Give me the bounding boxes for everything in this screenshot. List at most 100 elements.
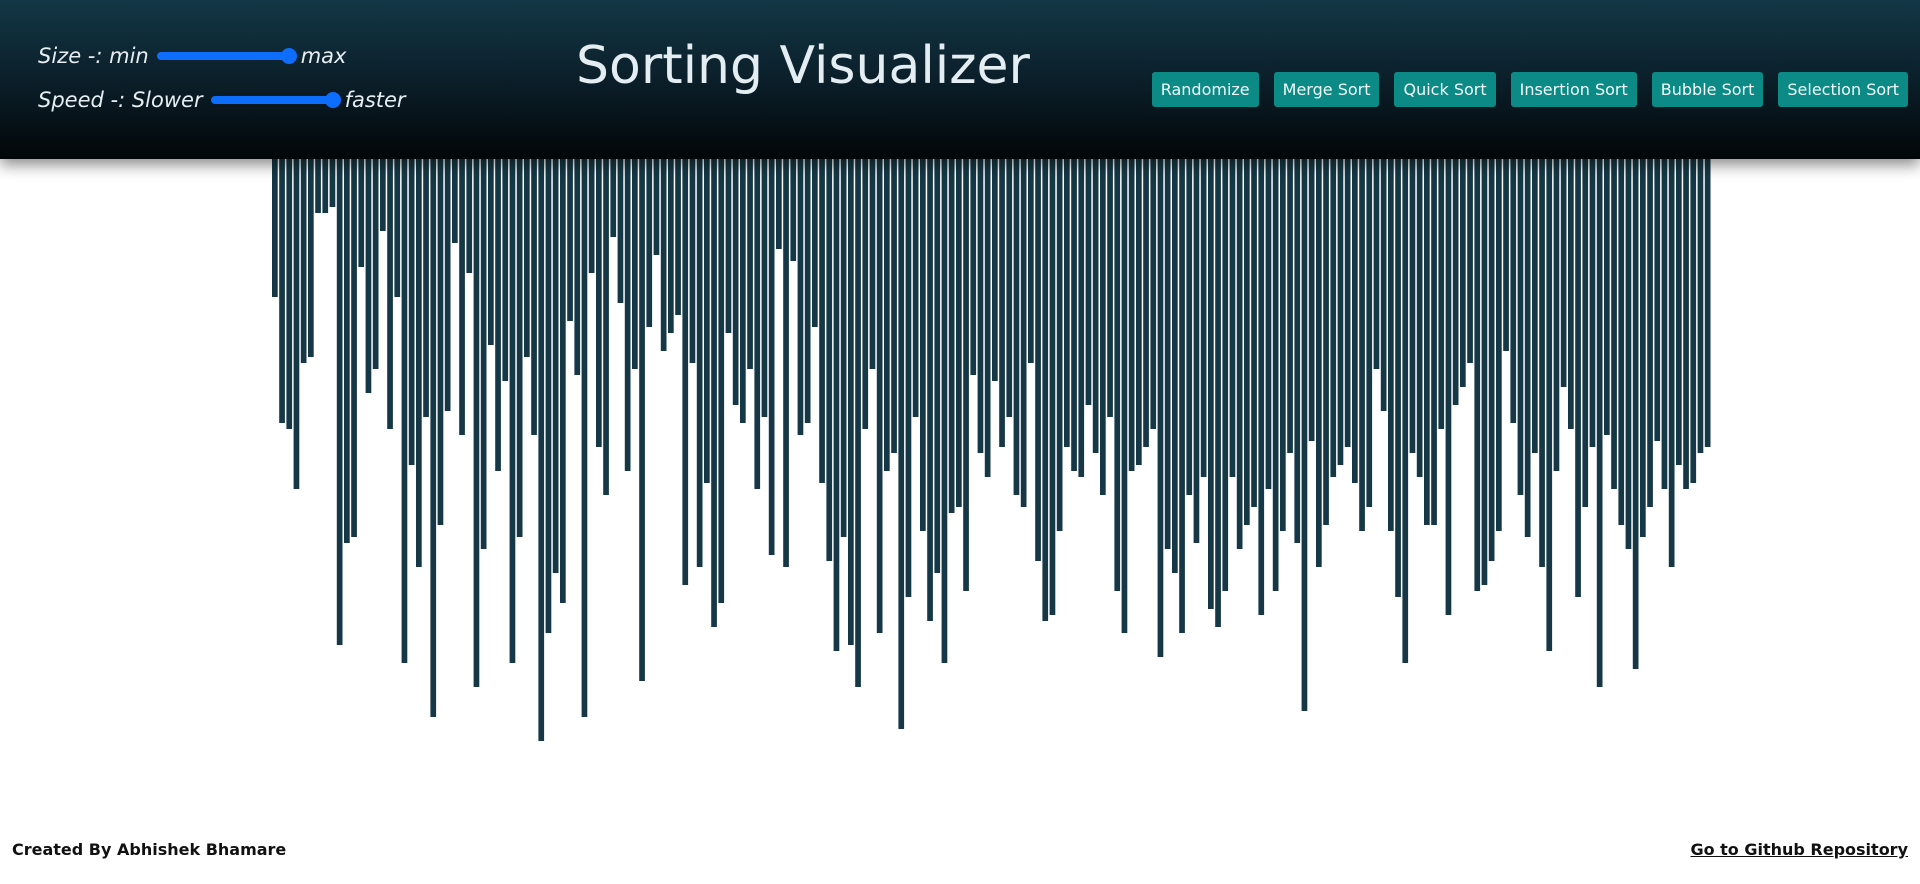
array-bar — [1438, 159, 1445, 429]
array-bar — [1373, 159, 1380, 369]
array-bar — [653, 159, 660, 255]
array-bar — [1006, 159, 1013, 417]
array-bar — [668, 159, 674, 333]
array-bar — [970, 159, 977, 375]
array-bar — [1503, 159, 1509, 351]
array-bar — [1179, 159, 1185, 633]
array-bar — [912, 159, 919, 417]
size-slider[interactable] — [156, 48, 297, 64]
array-bar — [1157, 159, 1164, 657]
array-bar — [718, 159, 725, 603]
credit-text: Created By Abhishek Bhamare — [12, 840, 287, 859]
array-bar — [444, 159, 451, 411]
array-bar — [531, 159, 537, 435]
array-bar — [502, 159, 509, 381]
array-bar — [365, 159, 372, 393]
selection-sort-button[interactable]: Selection Sort — [1778, 72, 1908, 107]
array-bar — [1301, 159, 1308, 711]
array-bar — [1532, 159, 1538, 453]
array-bar — [1625, 159, 1632, 549]
array-bar — [1042, 159, 1049, 621]
speed-slider[interactable] — [210, 92, 341, 108]
array-bar — [372, 159, 379, 369]
array-bar — [1287, 159, 1293, 453]
array-bar — [977, 159, 984, 453]
array-bar — [1251, 159, 1257, 507]
array-bar — [581, 159, 588, 717]
array-bar — [408, 159, 415, 465]
array-bar — [1366, 159, 1373, 507]
array-bar — [1172, 159, 1178, 573]
speed-slider-thumb[interactable] — [324, 92, 341, 108]
array-bar — [934, 159, 941, 573]
array-bar — [1402, 159, 1409, 663]
array-bar — [812, 159, 818, 327]
array-bar — [1618, 159, 1625, 525]
size-slider-thumb[interactable] — [280, 48, 297, 64]
array-bar — [401, 159, 408, 663]
quick-sort-button[interactable]: Quick Sort — [1394, 72, 1496, 107]
array-bar — [437, 159, 444, 525]
array-bar — [1164, 159, 1171, 549]
array-bar — [1308, 159, 1315, 441]
array-bar — [1323, 159, 1329, 525]
array-bar — [1114, 159, 1121, 591]
algorithm-buttons: Randomize Merge Sort Quick Sort Insertio… — [1151, 72, 1908, 107]
array-bar — [963, 159, 969, 591]
github-repo-link[interactable]: Go to Github Repository — [1690, 840, 1908, 859]
array-bar — [567, 159, 573, 321]
array-bar — [480, 159, 487, 549]
array-bar — [740, 159, 746, 423]
array-bar — [840, 159, 847, 537]
randomize-button[interactable]: Randomize — [1151, 72, 1259, 107]
array-bar — [1474, 159, 1481, 591]
array-bar — [1200, 159, 1207, 477]
array-bar — [1640, 159, 1646, 537]
array-bar — [1229, 159, 1236, 477]
array-bar — [1589, 159, 1596, 447]
array-bar — [1611, 159, 1617, 489]
array-bar — [416, 159, 422, 567]
array-bar — [459, 159, 465, 435]
array-bar — [1316, 159, 1322, 567]
array-bar — [848, 159, 854, 645]
bar-array — [272, 159, 1712, 759]
array-bar — [588, 159, 595, 273]
array-bar — [1193, 159, 1200, 543]
array-bar — [358, 159, 365, 267]
array-bar — [1481, 159, 1488, 585]
array-bar — [574, 159, 581, 375]
array-bar — [1035, 159, 1041, 561]
array-bar — [624, 159, 631, 471]
array-bar — [300, 159, 307, 363]
array-bar — [1064, 159, 1070, 447]
merge-sort-button[interactable]: Merge Sort — [1273, 72, 1380, 107]
array-bar — [1244, 159, 1250, 525]
array-bar — [1258, 159, 1265, 615]
insertion-sort-button[interactable]: Insertion Sort — [1510, 72, 1637, 107]
array-bar — [1546, 159, 1553, 651]
bubble-sort-button[interactable]: Bubble Sort — [1651, 72, 1764, 107]
array-bar — [473, 159, 480, 687]
array-bar — [1028, 159, 1034, 363]
array-bar — [1013, 159, 1020, 495]
array-bar — [876, 159, 883, 633]
array-bar — [1265, 159, 1272, 489]
size-control: Size -: min max — [38, 44, 346, 68]
array-bar — [1136, 159, 1142, 465]
array-bar — [1380, 159, 1387, 411]
array-bar — [387, 159, 393, 429]
array-bar — [1236, 159, 1243, 549]
speed-control: Speed -: Slower faster — [38, 88, 406, 112]
array-bar — [905, 159, 912, 597]
array-bar — [984, 159, 991, 477]
array-bar — [617, 159, 624, 303]
size-max-label: max — [300, 44, 347, 68]
array-bar — [826, 159, 833, 561]
array-bar — [272, 159, 278, 297]
array-bar — [754, 159, 761, 489]
array-bar — [603, 159, 609, 495]
array-bar — [1344, 159, 1351, 447]
page-title: Sorting Visualizer — [576, 36, 1030, 96]
array-bar — [1330, 159, 1337, 477]
